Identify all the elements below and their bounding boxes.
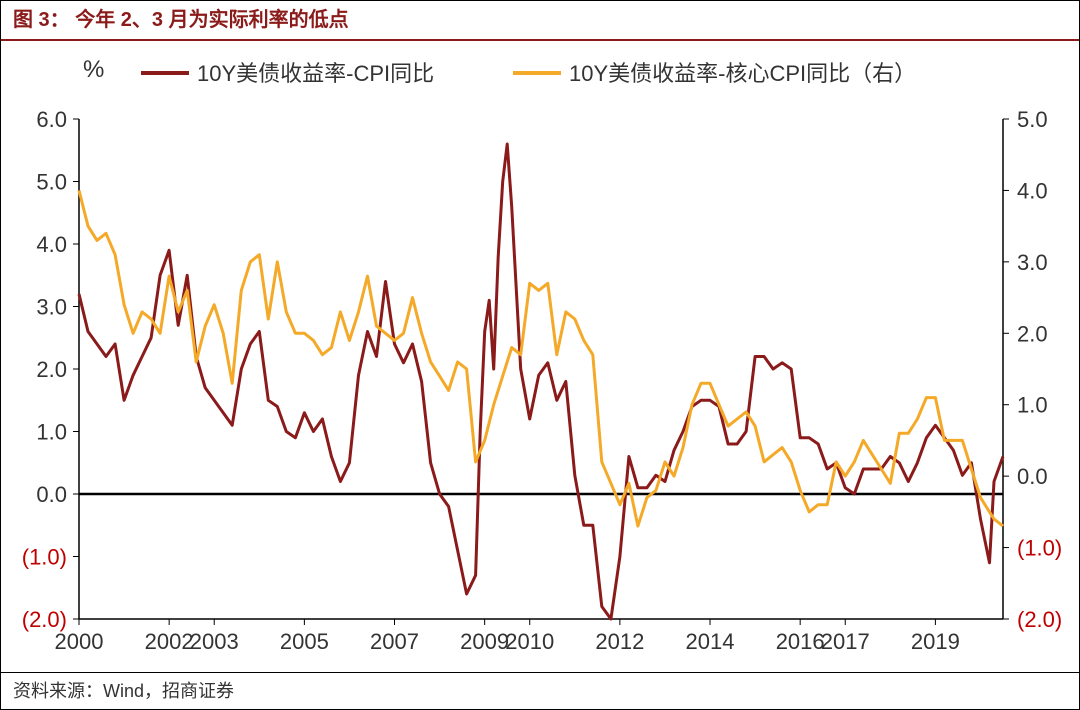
legend-label: 10Y美债收益率-核心CPI同比（右） [569,61,916,86]
y-left-tick-label: 6.0 [36,107,67,132]
x-tick-label: 2019 [911,629,960,654]
chart-svg: (2.0)(1.0)0.01.02.03.04.05.06.0(2.0)(1.0… [1,41,1080,671]
y-left-tick-label: 1.0 [36,420,67,445]
x-tick-label: 2000 [55,629,104,654]
y-right-tick-label: 2.0 [1017,321,1048,346]
x-tick-label: 2002 [145,629,194,654]
y-left-tick-label: 4.0 [36,232,67,257]
y-right-tick-label: (1.0) [1017,536,1062,561]
y-right-tick-label: 1.0 [1017,393,1048,418]
figure-title-bar: 图 3： 今年 2、3 月为实际利率的低点 [1,1,1079,41]
legend-label: 10Y美债收益率-CPI同比 [197,61,434,86]
figure-footer: 资料来源：Wind，招商证券 [1,672,1079,709]
y-left-tick-label: 5.0 [36,170,67,195]
x-tick-label: 2010 [505,629,554,654]
y-right-tick-label: 5.0 [1017,107,1048,132]
y-right-tick-label: (2.0) [1017,607,1062,632]
x-tick-label: 2007 [370,629,419,654]
x-tick-label: 2003 [190,629,239,654]
figure-title-text: 图 3： 今年 2、3 月为实际利率的低点 [13,9,349,31]
y-right-tick-label: 4.0 [1017,178,1048,203]
x-tick-label: 2016 [776,629,825,654]
x-tick-label: 2017 [821,629,870,654]
series-line [79,190,1003,526]
x-tick-label: 2005 [280,629,329,654]
y-left-tick-label: 0.0 [36,482,67,507]
x-tick-label: 2012 [595,629,644,654]
x-tick-label: 2009 [460,629,509,654]
y-left-tick-label: 3.0 [36,295,67,320]
chart-zone: (2.0)(1.0)0.01.02.03.04.05.06.0(2.0)(1.0… [1,41,1079,669]
y-left-tick-label: (1.0) [22,545,67,570]
y-left-tick-label: 2.0 [36,357,67,382]
y-right-tick-label: 0.0 [1017,464,1048,489]
y-unit-label: % [83,56,104,83]
figure-container: 图 3： 今年 2、3 月为实际利率的低点 (2.0) (1.0) 0.0 1.0 2.… [0,0,1080,710]
y-right-tick-label: 3.0 [1017,250,1048,275]
footer-text: 资料来源：Wind，招商证券 [13,681,234,701]
x-tick-label: 2014 [686,629,735,654]
series-line [79,144,1003,619]
